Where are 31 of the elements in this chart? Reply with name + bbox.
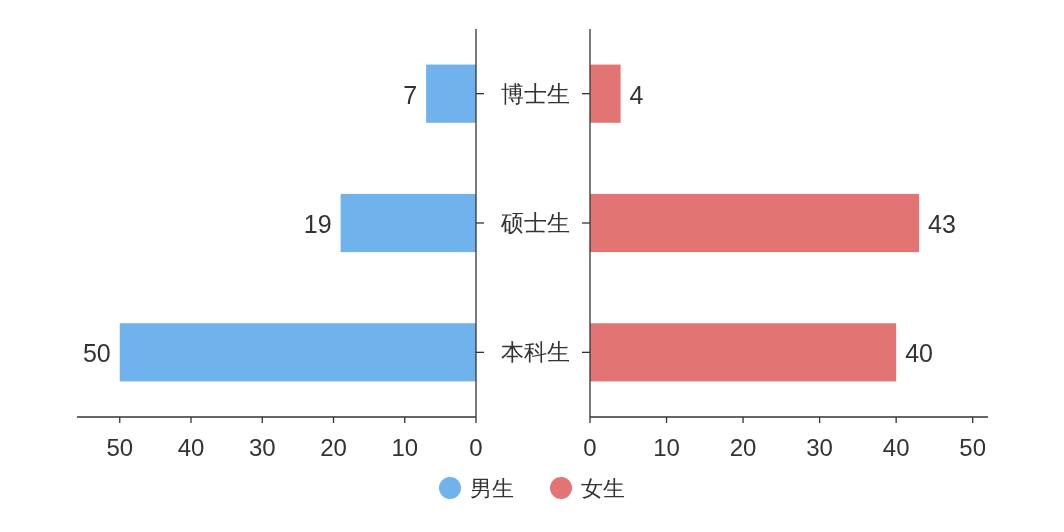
data-label: 7 [403, 80, 418, 109]
x-tick-label: 0 [583, 433, 597, 461]
bar [590, 64, 621, 123]
y-tick-label: 硕士生 [500, 210, 570, 236]
x-tick-label: 0 [469, 433, 483, 461]
data-label: 50 [82, 339, 111, 368]
bar [426, 64, 476, 123]
bar [119, 323, 476, 382]
x-tick-label: 50 [106, 433, 134, 461]
data-label: 19 [303, 210, 332, 238]
x-tick-label: 30 [806, 433, 833, 461]
bar [590, 323, 897, 382]
x-tick-label: 30 [248, 433, 276, 461]
bar [340, 193, 476, 253]
legend-label: 女生 [581, 475, 625, 501]
data-label: 4 [629, 80, 644, 109]
x-tick-label: 20 [729, 433, 757, 461]
legend-label: 男生 [470, 475, 514, 501]
legend-item: 女生 [550, 475, 625, 501]
data-label: 40 [905, 339, 933, 368]
y-tick-label: 博士生 [501, 80, 570, 107]
bar [590, 193, 920, 253]
x-tick-label: 20 [320, 433, 347, 461]
y-tick-label: 本科生 [501, 339, 570, 366]
legend-item: 男生 [439, 475, 514, 501]
x-tick-label: 10 [391, 433, 419, 461]
x-tick-label: 50 [959, 433, 987, 461]
x-tick-label: 40 [177, 433, 205, 461]
data-label: 43 [928, 210, 956, 238]
x-tick-label: 40 [882, 433, 910, 461]
x-tick-label: 10 [653, 433, 680, 461]
